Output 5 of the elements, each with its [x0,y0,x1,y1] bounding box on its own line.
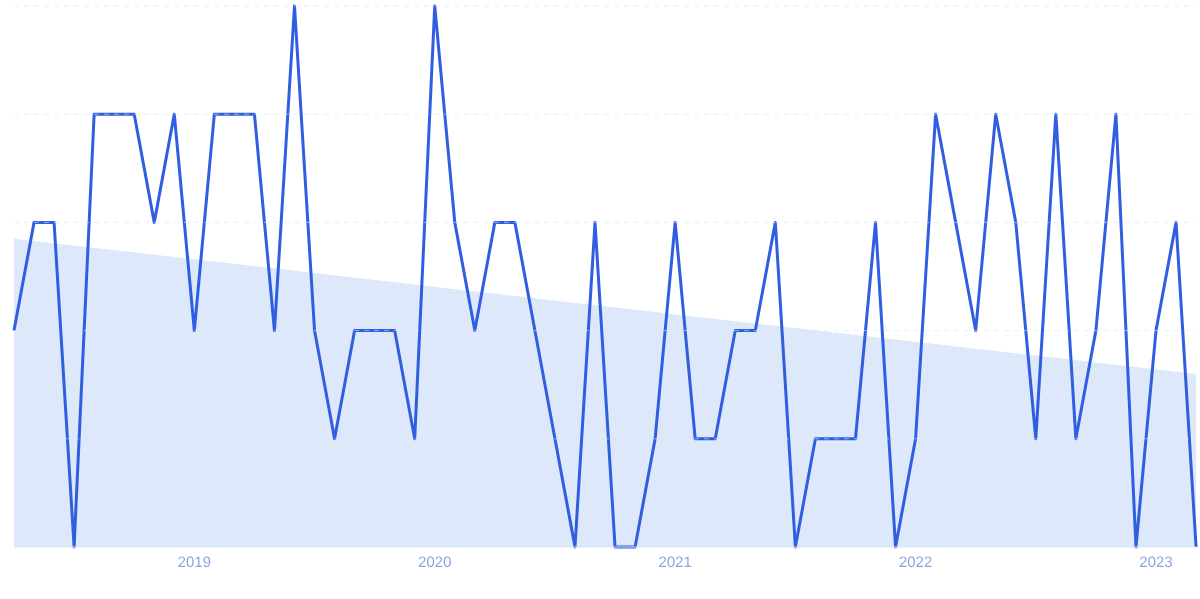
x-tick-label: 2020 [418,556,451,568]
x-tick-label: 2023 [1140,556,1173,568]
x-tick-label: 2019 [178,556,211,568]
x-tick-label: 2022 [899,556,932,568]
x-tick-label: 2021 [659,556,692,568]
